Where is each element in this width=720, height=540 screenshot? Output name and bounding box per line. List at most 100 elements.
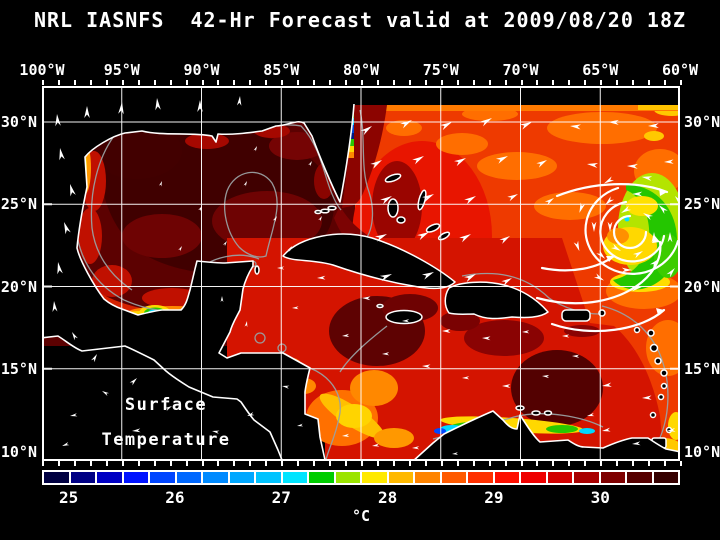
wind-vector — [544, 198, 554, 206]
wind-vector — [197, 100, 203, 112]
axis-minor-tick — [456, 80, 459, 85]
wind-vector — [417, 232, 429, 241]
wind-vector — [84, 106, 90, 118]
wind-vector — [287, 246, 292, 252]
axis-minor-tick — [536, 80, 539, 85]
axis-minor-tick — [73, 80, 76, 85]
wind-vector — [118, 102, 124, 115]
wind-vector — [627, 163, 638, 169]
axis-minor-tick — [632, 461, 635, 466]
colorbar-cell — [362, 472, 387, 483]
wind-vector — [52, 301, 58, 312]
axis-minor-tick — [201, 461, 204, 466]
colorbar-unit-label: °C — [351, 507, 371, 525]
land-masses — [39, 84, 682, 463]
axis-minor-tick — [600, 461, 603, 466]
wind-vector — [402, 319, 410, 323]
axis-minor-tick — [632, 80, 635, 85]
wind-vector — [649, 258, 659, 268]
wind-vector — [91, 354, 97, 363]
axis-minor-tick — [105, 80, 108, 85]
colorbar-cell — [441, 472, 466, 483]
wind-vector — [542, 374, 550, 379]
axis-minor-tick — [42, 80, 44, 85]
wind-vector — [198, 206, 202, 212]
axis-minor-tick — [105, 461, 108, 466]
wind-vector — [495, 156, 508, 164]
lat-tick-label: 10°N — [0, 443, 37, 461]
axis-minor-tick — [376, 461, 379, 466]
wind-vector — [379, 274, 392, 282]
axis-minor-tick — [297, 461, 300, 466]
axis-minor-tick — [185, 461, 188, 466]
axis-minor-tick — [488, 461, 491, 466]
wind-vector — [422, 194, 434, 203]
wind-vector — [572, 354, 580, 358]
wind-vector — [632, 251, 643, 259]
axis-minor-tick — [137, 461, 140, 466]
colorbar-cell — [150, 472, 175, 483]
wind-vector — [501, 278, 512, 286]
colorbar-cell — [256, 472, 281, 483]
axis-minor-tick — [392, 461, 395, 466]
axis-minor-tick — [73, 461, 76, 466]
axis-minor-tick — [440, 80, 443, 85]
axis-minor-tick — [121, 461, 124, 466]
colorbar-cell — [123, 472, 148, 483]
puerto-rico — [561, 309, 591, 322]
wind-vector — [604, 176, 615, 184]
colorbar-cell — [494, 472, 519, 483]
axis-minor-tick — [616, 461, 619, 466]
wind-vector — [422, 364, 431, 369]
axis-minor-tick — [89, 461, 92, 466]
axis-minor-tick — [42, 461, 44, 466]
wind-vector — [642, 395, 652, 400]
axis-minor-tick — [584, 80, 587, 85]
islands — [254, 173, 673, 449]
colorbar-tick-label: 25 — [58, 488, 79, 507]
wind-vector — [272, 216, 277, 222]
wind-vector — [253, 146, 257, 152]
wind-vector — [608, 119, 619, 125]
wind-vector — [362, 296, 371, 301]
overlay-label-line1: Surface — [125, 395, 207, 415]
axis-minor-tick — [472, 461, 475, 466]
hispaniola — [444, 281, 549, 320]
colorbar-tick-label: 27 — [271, 488, 291, 507]
colorbar-cell — [282, 472, 307, 483]
wind-vector — [62, 441, 70, 446]
wind-vector — [317, 275, 326, 280]
wind-vector — [507, 194, 518, 202]
colorbar — [42, 470, 680, 485]
colorbar-cell — [176, 472, 201, 483]
axis-minor-tick — [376, 80, 379, 85]
wind-vector — [282, 385, 290, 389]
wind-vector — [648, 123, 659, 129]
wind-vector — [360, 126, 372, 136]
wind-vector — [621, 267, 632, 273]
axis-minor-tick — [520, 80, 523, 85]
wind-vector — [593, 273, 604, 281]
axis-minor-tick — [456, 461, 459, 466]
lon-tick-label: 75°W — [422, 61, 459, 79]
wind-vector — [651, 232, 657, 243]
colorbar-cell — [574, 472, 599, 483]
axis-minor-tick — [536, 461, 539, 466]
wind-vector — [243, 181, 247, 187]
colorbar-cell — [388, 472, 413, 483]
colorbar-tick-label: 29 — [484, 488, 504, 507]
wind-vector — [587, 412, 595, 417]
wind-vector — [374, 234, 387, 242]
wind-vector — [164, 406, 172, 412]
wind-vector — [440, 122, 452, 131]
lat-tick-label: 15°N — [0, 360, 37, 378]
colorbar-tick-label: 28 — [377, 488, 398, 507]
wind-vector — [220, 296, 224, 302]
wind-vector — [247, 411, 255, 416]
wind-vector — [178, 246, 182, 252]
wind-vector — [421, 272, 434, 280]
axis-minor-tick — [600, 80, 603, 85]
axis-minor-tick — [616, 80, 619, 85]
wind-vector — [297, 423, 304, 427]
wind-vector — [664, 159, 674, 164]
